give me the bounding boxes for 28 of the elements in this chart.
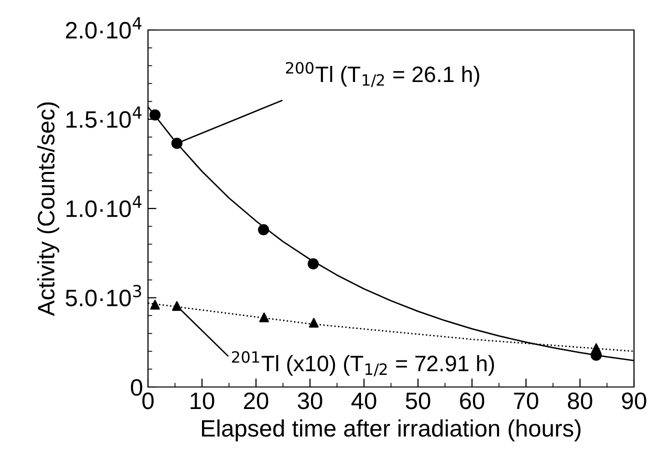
x-tick-label: 30 <box>298 392 322 410</box>
x-tick-label: 70 <box>514 392 538 410</box>
y-tick-label: 1.0·10$^{4}$ <box>66 196 142 218</box>
x-tick-label: 40 <box>351 392 376 410</box>
y-tick-label: 0 <box>130 379 142 396</box>
point <box>172 301 182 311</box>
x-tick-label: 80 <box>568 392 592 410</box>
annotation: $^{201}$Tl (x10) (T$_{1/2}$ = 72.91 h) <box>232 351 494 376</box>
x-axis-title: Elapsed time after irradiation (hours) <box>202 419 580 442</box>
point <box>258 224 270 236</box>
point <box>149 109 161 121</box>
y-tick-label: 2.0·10$^{4}$ <box>66 17 142 39</box>
y-tick-label: 5.0·10$^{3}$ <box>66 284 142 306</box>
x-tick-label: 0 <box>142 392 154 410</box>
y-tick-label: 1.5·10$^{4}$ <box>66 106 142 128</box>
annotation: $^{200}$Tl (T$_{1/2}$ = 26.1 h) <box>286 62 480 88</box>
x-tick-label: 50 <box>406 392 430 410</box>
x-tick-label: 10 <box>190 392 214 410</box>
y-axis-title: Activity (Counts/sec) <box>37 102 60 316</box>
point <box>308 318 319 328</box>
x-tick-label: 90 <box>622 392 646 410</box>
point <box>150 300 160 310</box>
point <box>259 312 269 322</box>
point <box>308 258 319 270</box>
x-tick-label: 20 <box>244 392 268 410</box>
x-tick-label: 60 <box>460 392 484 410</box>
point <box>171 138 182 149</box>
point <box>591 343 602 353</box>
